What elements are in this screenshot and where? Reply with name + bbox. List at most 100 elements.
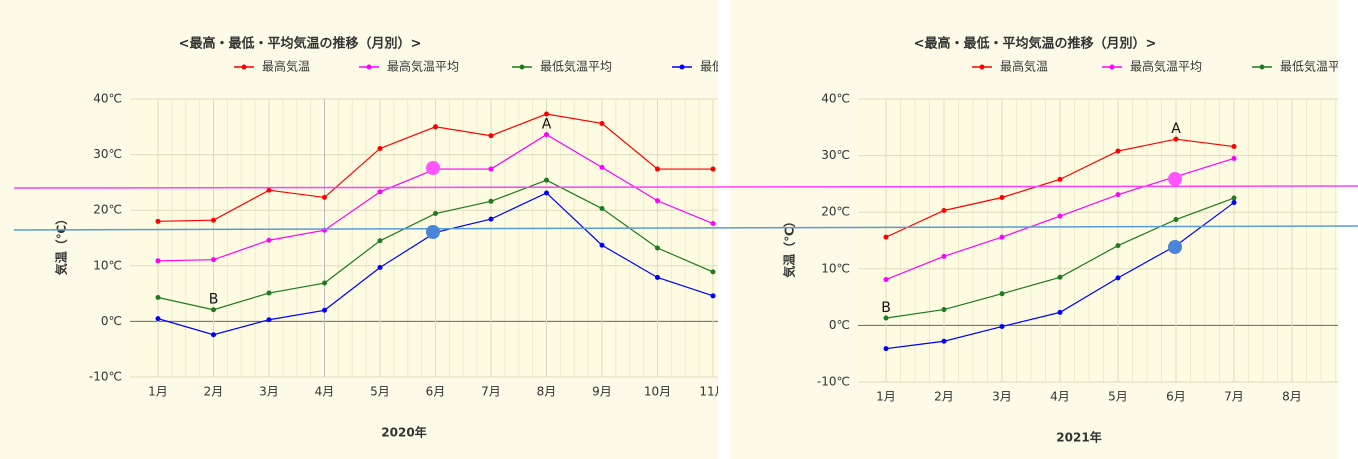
annotation: B (881, 300, 891, 316)
data-point (883, 315, 889, 321)
x-tick-label: 9月 (592, 385, 612, 399)
y-tick-label: 30℃ (821, 148, 850, 162)
data-point (1231, 200, 1237, 206)
x-tick-label: 5月 (370, 385, 390, 399)
data-point (599, 120, 605, 126)
data-point (941, 253, 947, 259)
data-point (883, 277, 889, 283)
data-point (941, 338, 947, 344)
highlight-line (13, 185, 1358, 189)
legend-marker (366, 64, 372, 70)
legend-label: 最高気温 (262, 59, 310, 74)
data-point (941, 208, 947, 214)
legend-label: 最低気温平均 (540, 59, 612, 74)
data-point (322, 280, 327, 286)
chart-title: <最高・最低・平均気温の推移（月別）> (914, 36, 1157, 52)
data-point (599, 206, 605, 212)
legend-marker (241, 64, 247, 70)
x-tick-label: 4月 (1050, 390, 1070, 404)
data-point (999, 234, 1005, 240)
data-point (1115, 148, 1121, 154)
data-point (211, 217, 216, 223)
data-point (941, 307, 947, 313)
data-point (710, 293, 716, 299)
annotation: B (209, 292, 219, 308)
data-point (1057, 213, 1063, 219)
data-point (322, 194, 327, 200)
data-point (599, 164, 605, 170)
x-tick-label: 6月 (426, 385, 446, 399)
x-tick-label: 10月 (644, 385, 671, 399)
x-tick-label: 7月 (1224, 390, 1244, 404)
x-tick-label: 11月 (699, 385, 726, 399)
legend-label: 最高気温平均 (1130, 59, 1202, 74)
data-point (1173, 136, 1179, 142)
legend-marker (1109, 64, 1115, 70)
data-point (266, 317, 272, 323)
data-point (433, 211, 438, 217)
data-point (999, 324, 1005, 330)
x-tick-label: 1月 (148, 385, 168, 399)
legend-marker (979, 64, 985, 70)
y-tick-label: -10℃ (89, 370, 122, 384)
data-point (999, 291, 1005, 297)
data-point (883, 234, 889, 240)
data-point (655, 245, 660, 251)
data-point (488, 216, 494, 222)
highlight-dot (1168, 240, 1182, 254)
data-point (322, 307, 327, 313)
highlight-dot (426, 161, 440, 175)
data-point (544, 132, 549, 138)
data-point (1115, 192, 1121, 198)
legend-label: 最低気温 (700, 59, 748, 74)
data-point (488, 198, 494, 204)
data-point (211, 307, 216, 313)
x-tick-label: 8月 (1282, 390, 1302, 404)
data-point (211, 332, 216, 338)
data-point (1057, 176, 1063, 182)
y-tick-label: 40℃ (93, 92, 122, 106)
y-tick-label: 20℃ (93, 203, 122, 217)
data-point (155, 218, 161, 224)
data-point (710, 166, 716, 172)
highlight-dot (426, 225, 440, 239)
data-point (1057, 309, 1063, 315)
x-tick-label: 7月 (481, 385, 501, 399)
data-point (155, 258, 161, 264)
data-point (377, 145, 383, 151)
legend-label: 最高気温平均 (387, 59, 459, 74)
x-tick-label: 9月 (1340, 390, 1358, 404)
data-point (1115, 275, 1121, 281)
highlight-line (13, 225, 1358, 231)
y-tick-label: -10℃ (817, 375, 850, 389)
data-point (488, 133, 494, 139)
x-tick-label: 4月 (315, 385, 335, 399)
data-point (1231, 195, 1237, 201)
highlight-dot (1168, 172, 1182, 186)
data-point (655, 166, 660, 172)
y-tick-label: 30℃ (93, 147, 122, 161)
data-point (710, 269, 716, 275)
legend-marker (519, 64, 525, 70)
chart-2020: -10℃ 0℃ 10℃ 20℃ 30℃ 40℃ 1月 2月 3月 4月 5月 6月 7月 8月 9月 10月 1… (54, 36, 748, 440)
data-point (544, 177, 549, 183)
data-point (266, 237, 272, 243)
data-point (377, 264, 383, 270)
x-tick-label: 2月 (934, 390, 954, 404)
y-axis-label: 気温（℃） (782, 215, 797, 278)
x-tick-label: 2月 (204, 385, 224, 399)
y-tick-label: 0℃ (101, 314, 122, 328)
annotation: A (1171, 121, 1181, 137)
chart-2021: -10℃ 0℃ 10℃ 20℃ 30℃ 40℃ 1月 2月 3月 4月 5月 6月 7月 8月 9月 <最高・… (782, 36, 1358, 445)
data-point (1173, 217, 1179, 223)
y-tick-label: 20℃ (821, 205, 850, 219)
legend-label: 最低気温平均 (1280, 59, 1352, 74)
x-tick-label: 6月 (1166, 390, 1186, 404)
plot-area (858, 99, 1338, 382)
data-point (377, 189, 383, 195)
data-point (710, 221, 716, 227)
data-point (544, 190, 549, 196)
data-point (488, 166, 494, 172)
data-point (1231, 144, 1237, 150)
